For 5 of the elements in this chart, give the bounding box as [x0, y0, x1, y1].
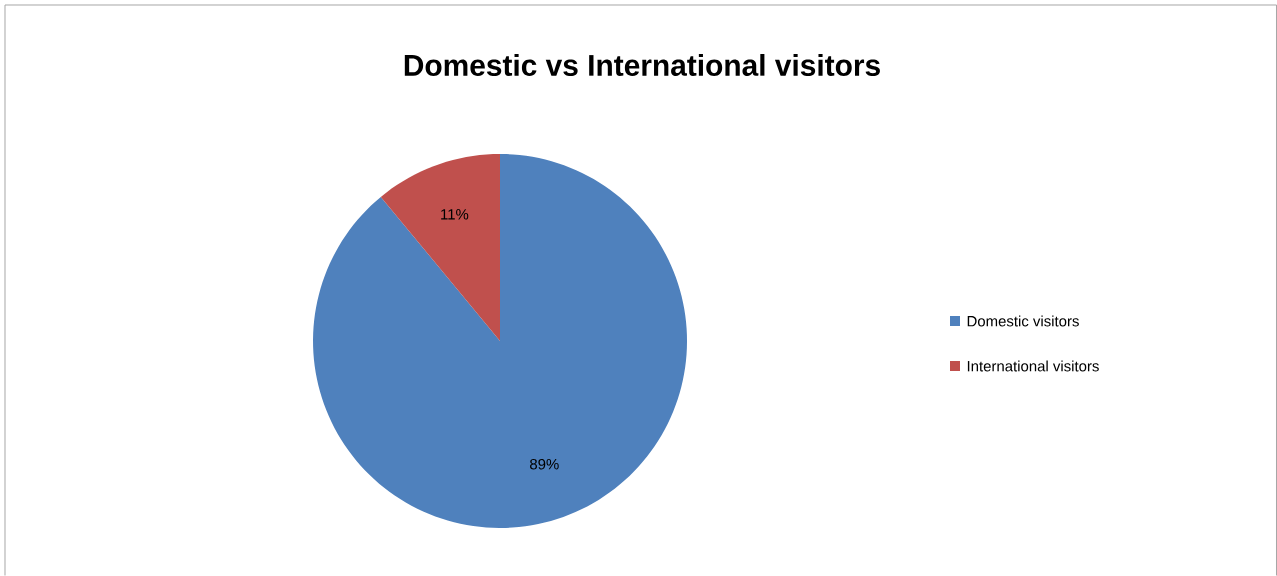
legend-label: Domestic visitors	[967, 315, 1079, 327]
data-label: 11%	[441, 209, 469, 220]
data-label: 89%	[530, 458, 559, 470]
chart-title: Domestic vs International visitors	[404, 54, 880, 76]
legend-label: International visitors	[967, 360, 1099, 372]
